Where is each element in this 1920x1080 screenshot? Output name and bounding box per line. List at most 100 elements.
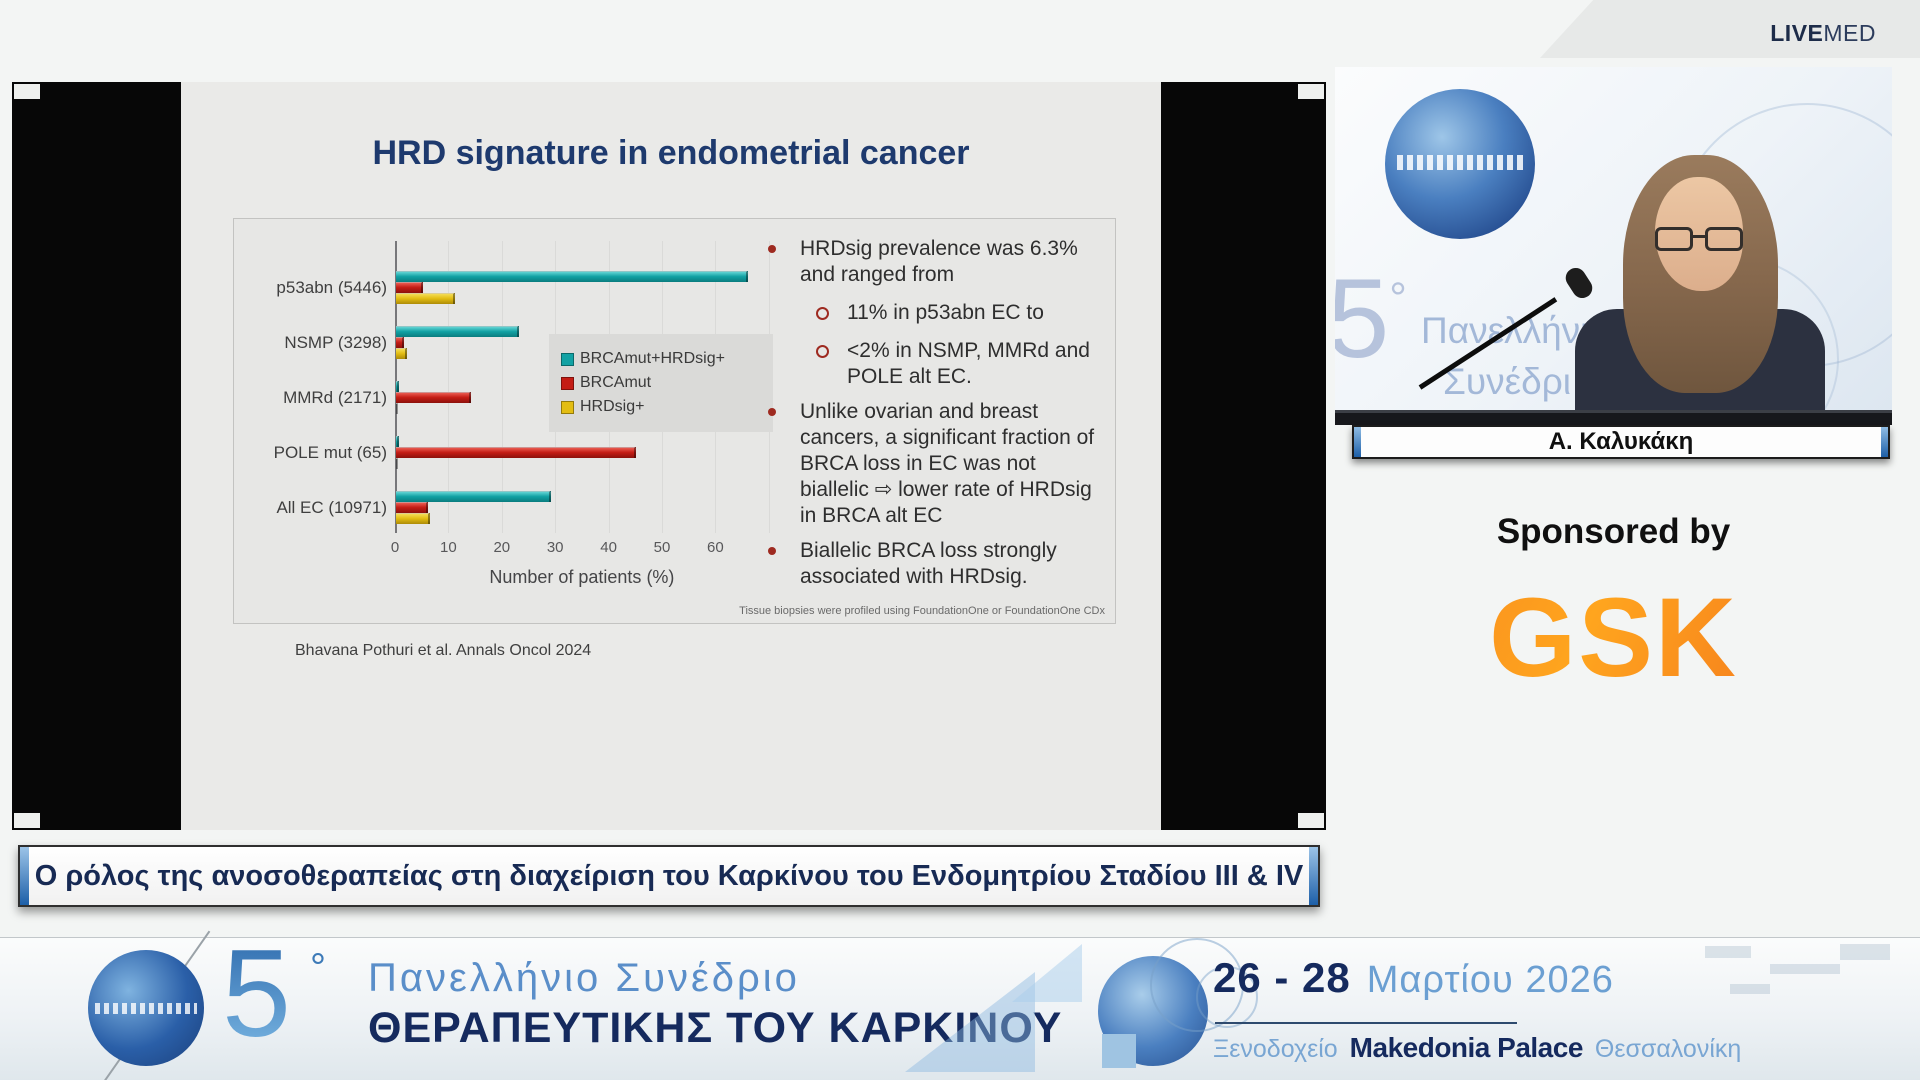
legend-label: HRDsig+ <box>580 398 645 415</box>
congress-number: 5 <box>222 925 291 1063</box>
livemed-logo: LIVEMED <box>1770 20 1876 47</box>
gridline <box>501 241 503 533</box>
conference-banner: 5 ° Πανελλήνιο Συνέδριο ΘΕΡΑΠΕΥΤΙΚΗΣ ΤΟΥ… <box>0 930 1920 1080</box>
bullet-dot-icon <box>768 245 776 253</box>
divider-line <box>1215 1022 1517 1024</box>
globe-logo <box>88 950 204 1066</box>
lecture-title: Ο ρόλος της ανοσοθεραπείας στη διαχείρισ… <box>34 859 1304 892</box>
circle-decoration <box>1196 966 1258 1028</box>
nameplate-accent <box>1881 427 1888 457</box>
bullet-item: Unlike ovarian and breast cancers, a sig… <box>760 399 1110 529</box>
bar <box>396 348 407 359</box>
bar <box>396 282 423 293</box>
legend-item: BRCAmut+HRDsig+ <box>561 350 761 368</box>
bar <box>396 502 429 513</box>
bar <box>396 403 399 414</box>
congress-dates: 26 - 28 Μαρτίου 2026 <box>1213 954 1614 1002</box>
category-label: MMRd (2171) <box>283 388 387 407</box>
x-axis-label: Number of patients (%) <box>489 567 675 587</box>
speaker-face <box>1655 177 1743 291</box>
date-month-year: Μαρτίου 2026 <box>1366 959 1614 1001</box>
gridline <box>448 241 450 533</box>
legend-swatch <box>561 352 574 366</box>
venue-name: Makedonia Palace <box>1349 1032 1584 1063</box>
legend-swatch <box>561 376 574 390</box>
speaker-nameplate: Α. Καλυκάκη <box>1352 425 1890 459</box>
congress-title-line1: Πανελλήνιο Συνέδριο <box>368 956 800 1000</box>
legend-label: BRCAmut+HRDsig+ <box>580 350 725 367</box>
video-corner-chip <box>14 84 40 99</box>
globe-graphic <box>1385 89 1535 239</box>
gsk-logo: GSK <box>1335 576 1892 699</box>
bullet-text: Biallelic BRCA loss strongly associated … <box>800 539 1057 588</box>
x-tick-label: 0 <box>390 539 400 556</box>
video-corner-chip <box>14 813 40 828</box>
podium-edge <box>1335 410 1892 425</box>
presentation-slide: HRD signature in endometrial cancer 0 10 2… <box>181 82 1161 830</box>
category-label: All EC (10971) <box>276 498 387 517</box>
pixel-decoration <box>1840 944 1890 960</box>
bar <box>396 491 551 502</box>
x-tick-label: 50 <box>653 539 671 556</box>
legend-label: BRCAmut <box>580 374 652 391</box>
bar <box>396 293 455 304</box>
x-tick-label: 40 <box>600 539 617 556</box>
x-tick-label: 10 <box>440 539 457 556</box>
congress-title-line2: ΘΕΡΑΠΕΥΤΙΚΗΣ ΤΟΥ ΚΑΡΚΙΝΟΥ <box>368 1004 1063 1052</box>
bar <box>396 513 430 524</box>
bullet-list: HRDsig prevalence was 6.3% and ranged fr… <box>760 227 1110 590</box>
bar <box>396 337 404 348</box>
glasses-lens <box>1705 227 1743 251</box>
video-corner-chip <box>1298 813 1324 828</box>
backdrop-number: 5° <box>1335 256 1407 381</box>
glasses-icon <box>1653 227 1747 253</box>
congress-venue: Ξενοδοχείο Makedonia Palace Θεσσαλονίκη <box>1213 1032 1741 1064</box>
bullet-text: Unlike ovarian and breast cancers, a sig… <box>800 400 1095 527</box>
bullet-item: <2% in NSMP, MMRd and POLE alt EC. <box>816 338 1110 390</box>
lecture-title-bar: Ο ρόλος της ανοσοθεραπείας στη διαχείρισ… <box>18 845 1320 907</box>
venue-prefix: Ξενοδοχείο <box>1213 1035 1338 1063</box>
date-range: 26 - 28 <box>1213 954 1351 1001</box>
congress-degree: ° <box>310 946 326 990</box>
bullet-item: HRDsig prevalence was 6.3% and ranged fr… <box>760 236 1110 288</box>
bullet-dot-icon <box>768 547 776 555</box>
top-right-backdrop <box>1540 0 1920 58</box>
chart-figure: 0 10 20 30 40 50 60 Number of patients (%) p53ab… <box>233 218 1116 624</box>
bar <box>396 436 399 447</box>
bullet-text: HRDsig prevalence was 6.3% and ranged fr… <box>800 237 1078 286</box>
pixel-decoration <box>1705 946 1751 958</box>
bar <box>396 392 471 403</box>
sponsored-by-label: Sponsored by <box>1496 512 1731 551</box>
backdrop-text: Συνέδρι <box>1443 361 1571 402</box>
bar <box>396 326 519 337</box>
bullet-text: 11% in p53abn EC to <box>847 301 1044 324</box>
glasses-bridge <box>1693 235 1705 238</box>
pixel-decoration <box>1770 964 1840 974</box>
legend-item: HRDsig+ <box>561 398 761 416</box>
category-label: NSMP (3298) <box>284 333 387 352</box>
legend-swatch <box>561 400 574 414</box>
title-bar-accent <box>20 847 29 905</box>
category-label: POLE mut (65) <box>273 443 387 462</box>
slide-video-stage: HRD signature in endometrial cancer 0 10 2… <box>12 82 1326 830</box>
x-tick-label: 60 <box>707 539 724 556</box>
slide-citation: Bhavana Pothuri et al. Annals Oncol 2024 <box>295 642 592 659</box>
title-bar-accent <box>1309 847 1318 905</box>
bullet-text: <2% in NSMP, MMRd and POLE alt EC. <box>847 339 1090 388</box>
livemed-logo-live: LIVE <box>1770 20 1824 46</box>
speaker-video: 5° Πανελλήνιο Συνέδρι <box>1335 67 1892 425</box>
slide-title: HRD signature in endometrial cancer <box>372 134 970 172</box>
bullet-circle-icon <box>816 307 829 320</box>
bar <box>396 271 749 282</box>
bar <box>396 458 399 469</box>
microphone-icon <box>1561 264 1597 302</box>
category-label: p53abn (5446) <box>276 278 387 297</box>
nameplate-accent <box>1354 427 1361 457</box>
x-tick-label: 20 <box>493 539 511 556</box>
bullet-circle-icon <box>816 345 829 358</box>
bar <box>396 447 637 458</box>
legend-item: BRCAmut <box>561 374 761 392</box>
x-tick-label: 30 <box>546 539 564 556</box>
bar <box>396 381 399 392</box>
